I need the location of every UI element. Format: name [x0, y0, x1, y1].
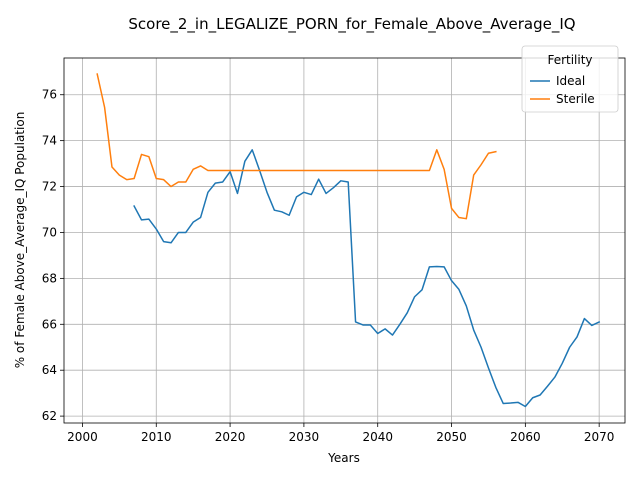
x-tick-label: 2050 [436, 430, 467, 444]
y-tick-label: 62 [42, 409, 57, 423]
x-axis: 2000 2010 2020 2030 2040 2050 2060 2070 [67, 423, 614, 444]
series-line-sterile [96, 73, 497, 220]
chart-title: Score_2_in_LEGALIZE_PORN_for_Female_Abov… [128, 15, 575, 34]
y-tick-label: 66 [42, 317, 57, 331]
series-layer [96, 73, 601, 408]
x-tick-label: 2020 [215, 430, 246, 444]
legend-label-ideal: Ideal [556, 74, 585, 88]
x-tick-label: 2000 [67, 430, 98, 444]
x-tick-label: 2040 [362, 430, 393, 444]
legend-box [521, 45, 619, 113]
y-axis-label: % of Female Above_Average_IQ Population [13, 112, 27, 369]
x-axis-label: Years [327, 451, 360, 465]
x-tick-label: 2030 [289, 430, 320, 444]
x-tick-label: 2060 [510, 430, 541, 444]
series-line-ideal [133, 149, 601, 408]
legend-title: Fertility [547, 53, 592, 67]
y-tick-label: 74 [42, 134, 57, 148]
y-axis: 62 64 66 68 70 72 74 76 [42, 88, 64, 423]
y-tick-label: 70 [42, 225, 57, 239]
x-tick-label: 2010 [141, 430, 172, 444]
y-tick-label: 64 [42, 363, 57, 377]
y-tick-label: 68 [42, 271, 57, 285]
plot-frame [63, 57, 626, 424]
y-tick-label: 76 [42, 88, 57, 102]
y-tick-label: 72 [42, 180, 57, 194]
grid [64, 58, 625, 423]
x-tick-label: 2070 [584, 430, 615, 444]
legend: Fertility Ideal Sterile [521, 45, 619, 113]
legend-label-sterile: Sterile [556, 92, 595, 106]
